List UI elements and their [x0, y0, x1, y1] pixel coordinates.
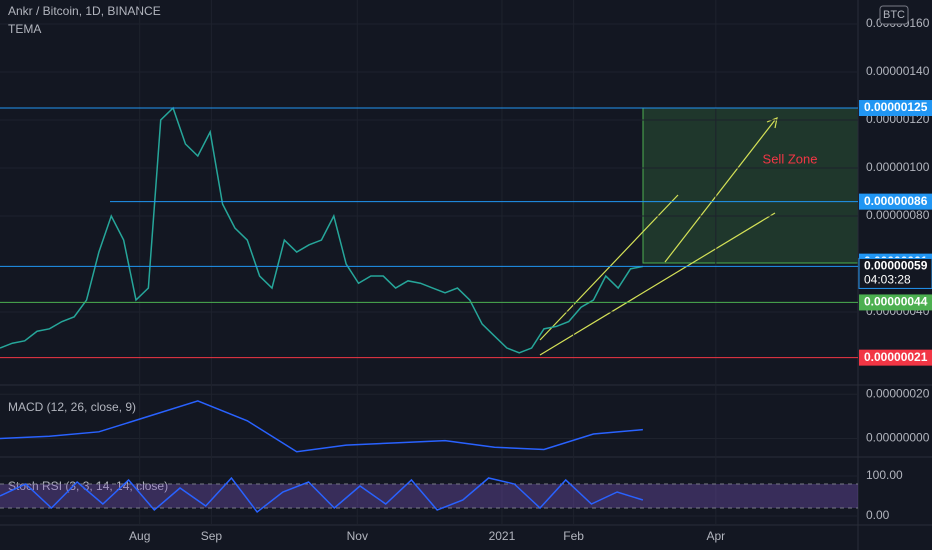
stoch-title: Stoch RSI (3, 3, 14, 14, close): [8, 479, 168, 493]
x-tick-label: Sep: [201, 529, 223, 543]
y-tick-label: 0.00000100: [866, 160, 930, 174]
currency-button: [879, 5, 909, 25]
series-line: [0, 476, 644, 514]
level-label: 0.00000125: [864, 100, 928, 114]
level-label-bg: [859, 100, 932, 117]
arrows: [539, 117, 778, 356]
macd-title: MACD (12, 26, close, 9): [8, 400, 136, 414]
series-line: [0, 400, 643, 453]
y-tick-label: 0.00000140: [866, 64, 930, 78]
currency: BTC: [883, 9, 905, 21]
level-label: 0.00000059: [864, 259, 928, 273]
countdown: 04:03:28: [864, 273, 911, 287]
indicator: TEMA: [8, 22, 41, 36]
x-tick-label: Nov: [347, 529, 368, 543]
y-tick-label: 0.00000080: [866, 208, 930, 222]
x-tick-label: Apr: [706, 529, 725, 543]
level-label: 0.00000044: [864, 295, 928, 309]
annotation: Sell Zone: [763, 151, 818, 166]
level-label: 0.00000086: [864, 194, 928, 208]
x-tick-label: 2021: [489, 529, 516, 543]
y-tick-label: 0.00000020: [866, 386, 930, 400]
level-label-bg: [859, 294, 932, 311]
series-line: [0, 106, 644, 354]
level-label-bg: [858, 257, 932, 289]
level-label-bg: [859, 349, 932, 366]
symbol: Ankr / Bitcoin, 1D, BINANCE: [8, 4, 161, 18]
level-label: 0.00000021: [864, 350, 928, 364]
y-tick-label: 0.00000000: [866, 431, 930, 445]
level-label-bg: [859, 193, 932, 210]
x-tick-label: Feb: [563, 529, 584, 543]
stoch-band: [0, 484, 858, 508]
y-tick-label: 0.00: [866, 508, 890, 522]
x-tick-label: Aug: [129, 529, 150, 543]
y-tick-label: 100.00: [866, 468, 903, 482]
sell-zone-box: [642, 107, 859, 264]
